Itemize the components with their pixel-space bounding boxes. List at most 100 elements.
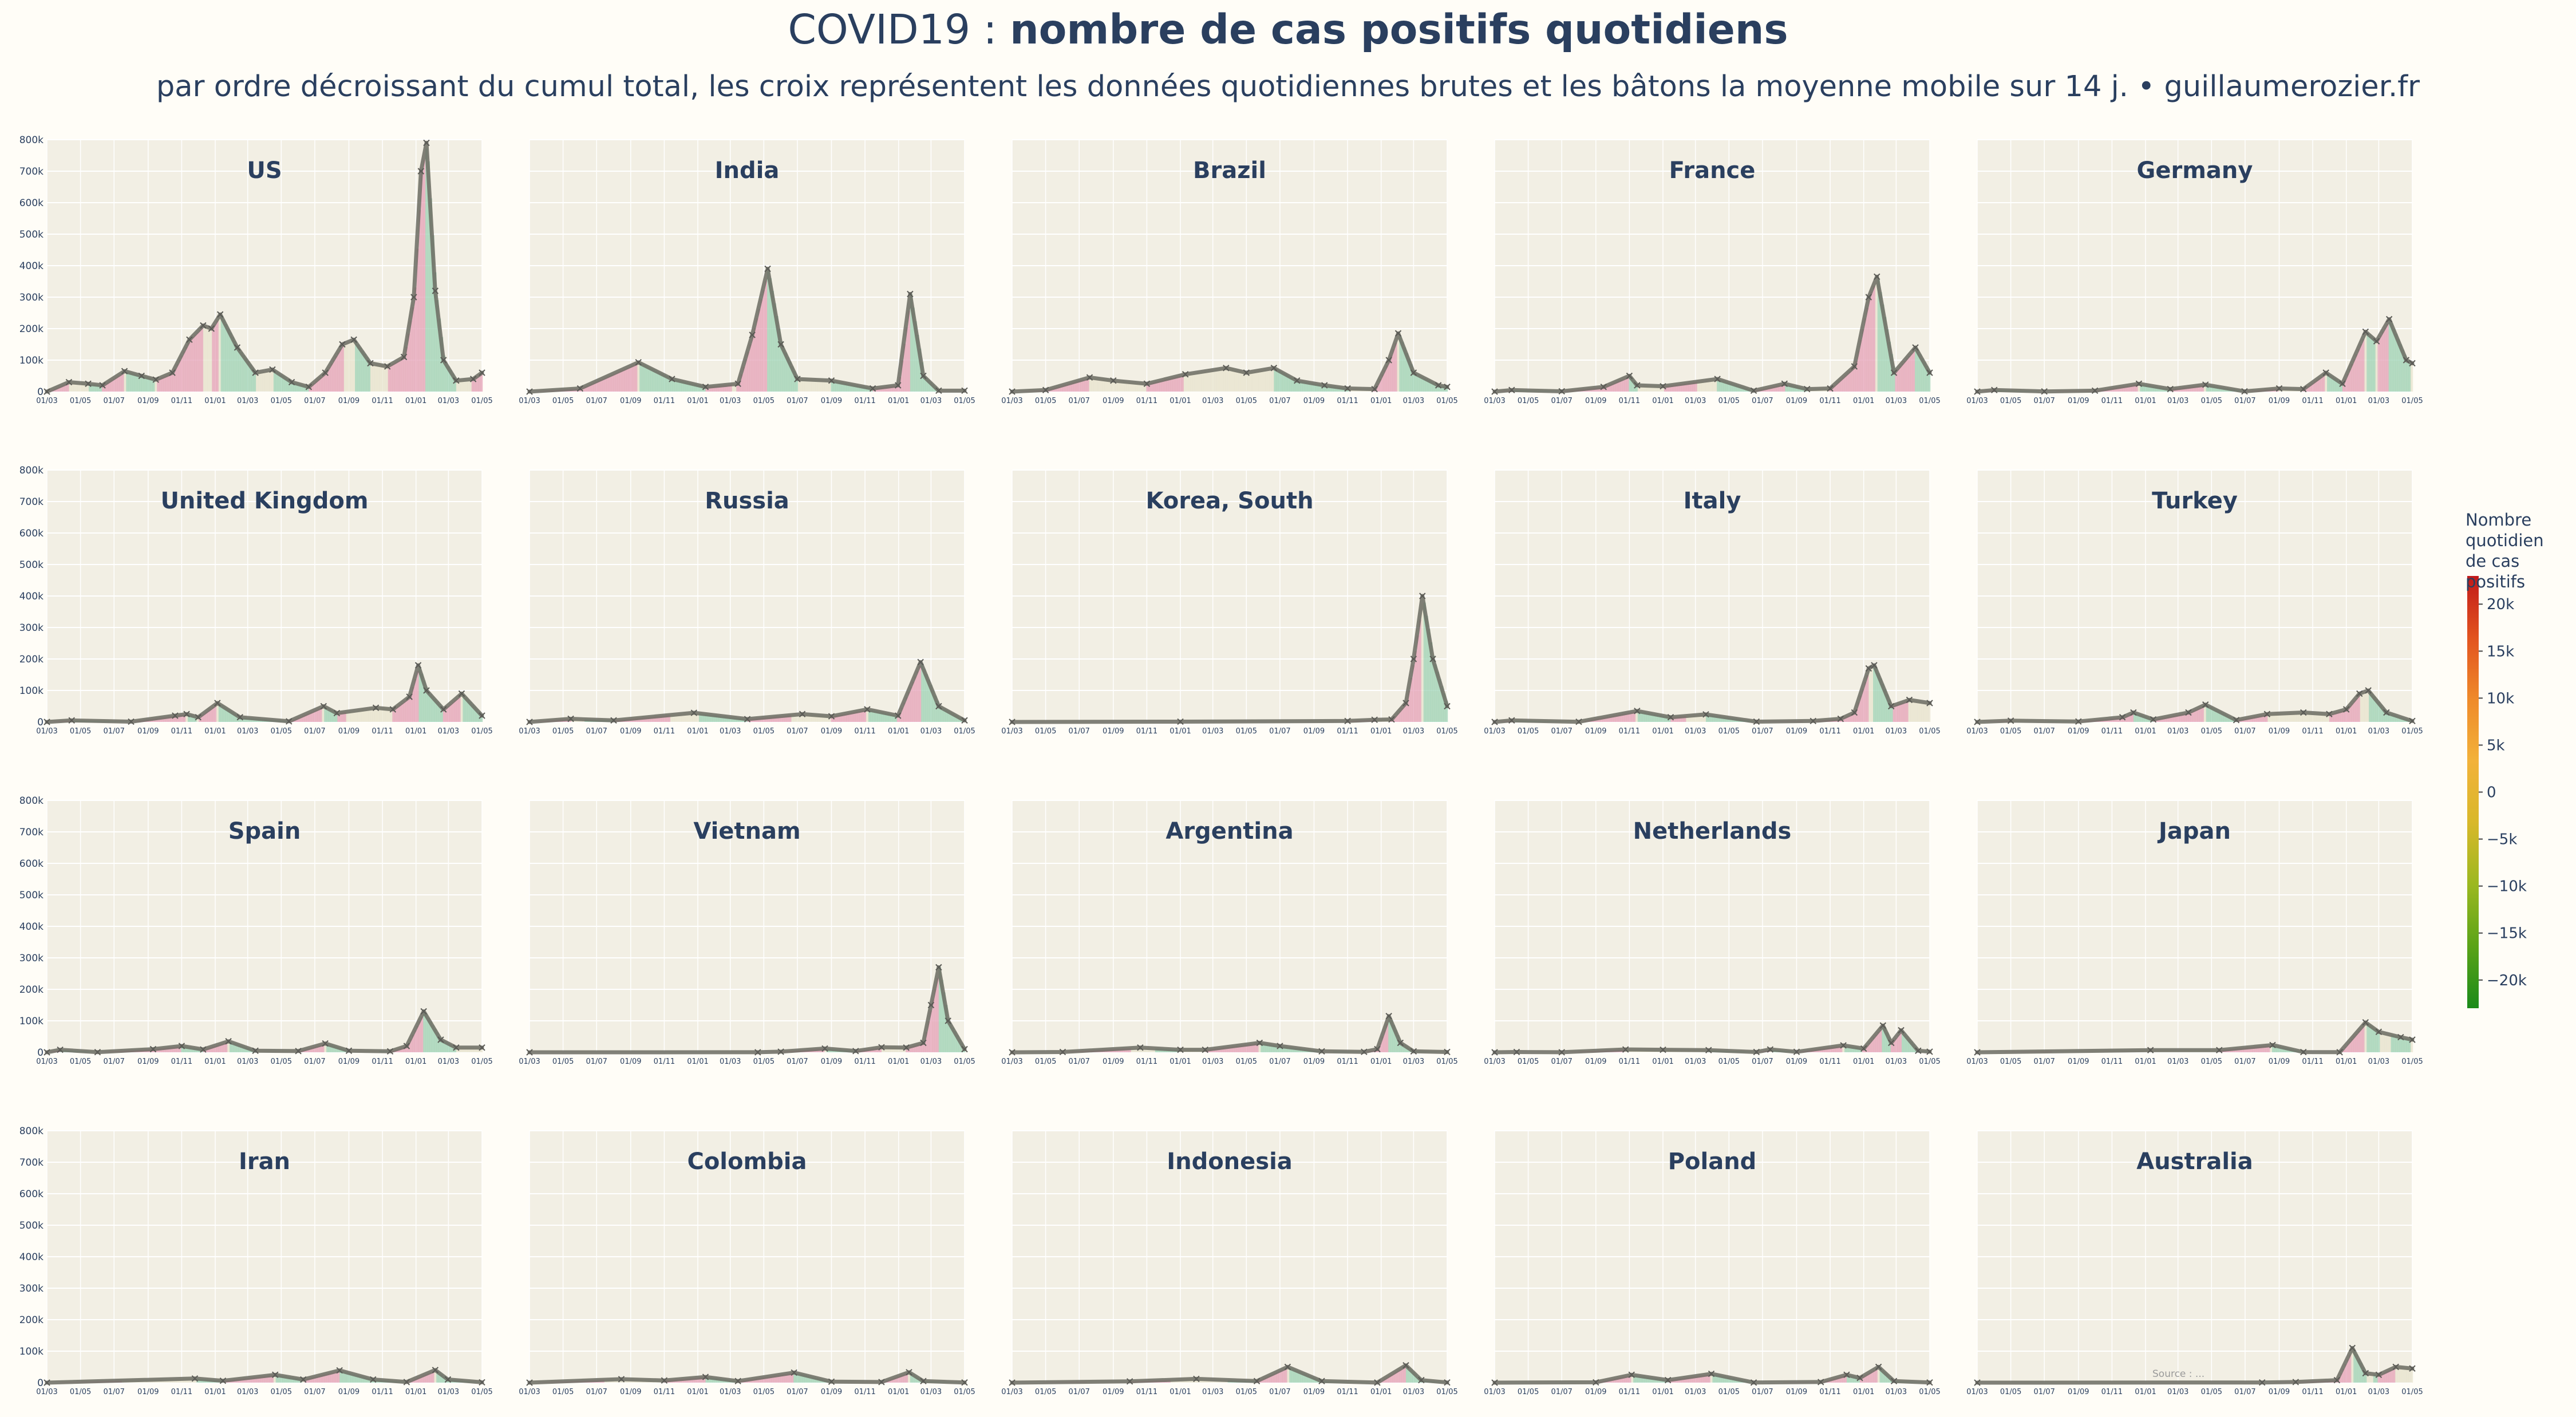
moving-average-bar xyxy=(1155,381,1157,392)
marker-stroke xyxy=(749,331,756,338)
marker-stroke xyxy=(458,690,465,697)
marker-stroke xyxy=(791,1369,797,1376)
moving-average-bar xyxy=(1148,1048,1151,1052)
moving-average-bar xyxy=(442,1376,445,1383)
moving-average-bar xyxy=(1445,386,1448,392)
data-point-marker xyxy=(1851,709,1858,716)
data-point-marker xyxy=(2091,387,2099,394)
moving-average-bar xyxy=(1287,1367,1290,1383)
marker-stroke xyxy=(1444,384,1451,390)
moving-average-bar xyxy=(815,1377,818,1383)
moving-average-bar xyxy=(322,375,325,392)
moving-average-bar xyxy=(2206,705,2208,722)
data-point-marker xyxy=(1344,385,1351,392)
moving-average-bar xyxy=(1653,713,1656,722)
moving-average-bar xyxy=(361,350,364,392)
moving-average-bar xyxy=(1631,712,1634,722)
marker-stroke xyxy=(1344,385,1351,392)
data-point-marker xyxy=(1915,1047,1922,1054)
moving-average-bar xyxy=(379,708,382,722)
moving-average-bar xyxy=(2346,373,2349,392)
moving-average-bar xyxy=(1401,1043,1404,1052)
moving-average-bar xyxy=(348,1372,351,1383)
x-tick-label: 01/05 xyxy=(954,1057,975,1066)
moving-average-bar xyxy=(165,375,168,392)
marker-stroke xyxy=(1182,371,1189,378)
moving-average-bar xyxy=(2382,331,2385,392)
panel-title: India xyxy=(715,157,780,184)
x-tick-label: 01/11 xyxy=(654,727,675,736)
marker-stroke xyxy=(2041,388,2048,395)
marker-stroke xyxy=(286,718,293,725)
moving-average-bar xyxy=(392,709,395,722)
moving-average-bar xyxy=(807,379,809,392)
marker-stroke xyxy=(400,353,408,361)
moving-average-bar xyxy=(243,355,246,392)
moving-average-bar xyxy=(286,1376,290,1383)
moving-average-bar xyxy=(2331,713,2334,722)
data-point-marker xyxy=(1491,1049,1498,1056)
x-tick-label: 01/05 xyxy=(1919,1057,1940,1066)
moving-average-bar xyxy=(2131,385,2134,392)
marker-stroke xyxy=(1277,1043,1283,1049)
x-tick-label: 01/11 xyxy=(171,727,192,736)
moving-average-bar xyxy=(1833,1047,1836,1052)
marker-stroke xyxy=(903,1044,910,1051)
moving-average-bar xyxy=(1060,385,1063,392)
marker-stroke xyxy=(734,380,741,387)
data-point-marker xyxy=(1714,376,1721,382)
moving-average-bar xyxy=(1732,384,1735,392)
marker-stroke xyxy=(1371,385,1378,393)
moving-average-bar xyxy=(1221,369,1224,392)
moving-average-bar xyxy=(1131,1048,1133,1052)
moving-average-bar xyxy=(203,713,206,722)
x-tick-label: 01/09 xyxy=(620,727,641,736)
moving-average-bar xyxy=(1699,381,1702,392)
moving-average-bar xyxy=(1686,1377,1689,1383)
moving-average-bar xyxy=(1192,373,1195,392)
moving-average-bar xyxy=(467,1047,470,1052)
moving-average-bar xyxy=(1906,701,1909,722)
x-tick-label: 01/11 xyxy=(372,1057,393,1066)
moving-average-bar xyxy=(335,356,338,392)
marker-stroke xyxy=(214,700,221,706)
moving-average-bar xyxy=(93,384,96,392)
moving-average-bar xyxy=(1624,1376,1627,1383)
moving-average-bar xyxy=(826,380,829,392)
moving-average-bar xyxy=(602,378,605,392)
moving-average-bar xyxy=(2397,716,2400,722)
marker-stroke xyxy=(895,382,902,389)
marker-stroke xyxy=(406,693,413,700)
moving-average-bar xyxy=(606,376,609,392)
moving-average-bar xyxy=(1875,281,1878,392)
moving-average-bar xyxy=(1664,716,1667,722)
marker-stroke xyxy=(440,706,447,713)
marker-stroke xyxy=(1491,388,1498,395)
marker-stroke xyxy=(799,711,806,717)
moving-average-bar xyxy=(2250,1047,2253,1052)
x-tick-label: 01/09 xyxy=(338,397,359,405)
marker-stroke xyxy=(1865,294,1872,301)
marker-stroke xyxy=(1837,715,1844,723)
moving-average-bar xyxy=(1688,1377,1691,1383)
moving-average-bar xyxy=(384,708,386,722)
moving-average-bar xyxy=(210,708,212,722)
moving-average-bar xyxy=(304,715,307,722)
moving-average-bar xyxy=(269,1375,272,1383)
data-point-marker xyxy=(895,712,902,719)
moving-average-bar xyxy=(855,385,858,392)
marker-stroke xyxy=(1974,719,1981,725)
marker-stroke xyxy=(57,1046,64,1053)
moving-average-bar xyxy=(2322,375,2325,392)
x-tick-label: 01/07 xyxy=(1551,1057,1572,1066)
x-tick-label: 01/01 xyxy=(1370,1057,1392,1066)
marker-stroke xyxy=(1991,386,1998,393)
moving-average-bar xyxy=(901,360,904,392)
data-point-marker xyxy=(961,1045,968,1053)
x-tick-label: 01/01 xyxy=(1170,727,1191,736)
moving-average-bar xyxy=(776,316,779,392)
moving-average-bar xyxy=(1871,667,1874,722)
marker-stroke xyxy=(1374,1379,1381,1386)
moving-average-bar xyxy=(1408,1367,1411,1383)
x-tick-label: 01/07 xyxy=(1269,1388,1290,1396)
